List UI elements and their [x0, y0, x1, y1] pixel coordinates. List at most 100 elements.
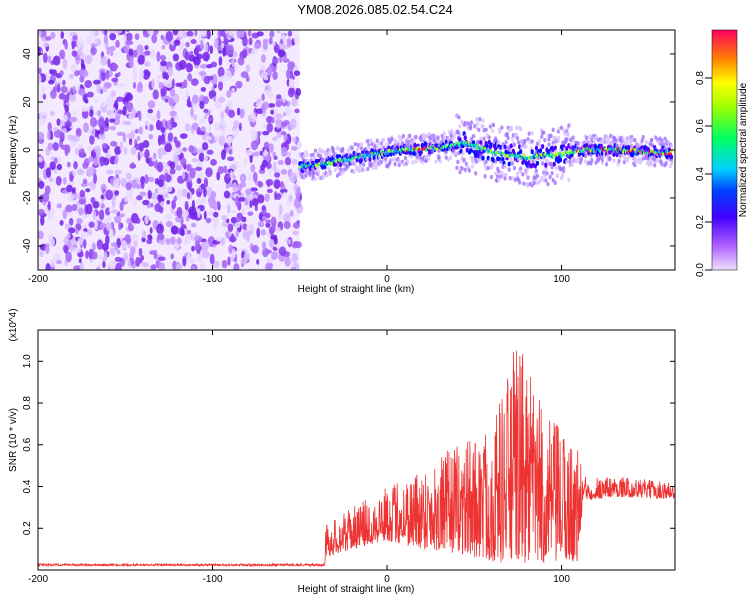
trace-halo — [435, 139, 439, 144]
noise-speckle — [163, 186, 169, 194]
trace-halo — [436, 135, 440, 140]
noise-speckle — [226, 218, 230, 224]
noise-speckle — [173, 39, 181, 46]
noise-speckle — [214, 122, 220, 131]
noise-speckle — [65, 204, 73, 213]
noise-speckle — [107, 113, 115, 119]
noise-speckle — [87, 156, 94, 163]
noise-speckle — [135, 256, 141, 267]
noise-speckle — [261, 205, 266, 211]
noise-speckle — [282, 120, 290, 126]
trace-core — [493, 146, 498, 151]
trace-halo — [666, 139, 670, 145]
noise-speckle — [109, 118, 116, 123]
noise-speckle — [196, 177, 202, 185]
noise-speckle — [81, 106, 90, 112]
trace-halo — [460, 119, 464, 125]
trace-halo — [604, 139, 609, 145]
trace-halo — [505, 131, 509, 137]
trace-halo — [458, 169, 462, 175]
noise-speckle — [250, 187, 258, 192]
noise-speckle — [50, 60, 55, 66]
noise-speckle — [160, 200, 164, 208]
noise-speckle — [136, 195, 143, 201]
noise-speckle — [83, 122, 89, 133]
noise-speckle — [208, 91, 214, 100]
noise-speckle — [295, 88, 302, 97]
noise-speckle — [211, 217, 218, 223]
noise-speckle — [86, 166, 94, 177]
noise-speckle — [162, 166, 171, 174]
noise-speckle — [56, 203, 63, 209]
noise-speckle — [60, 85, 68, 94]
noise-speckle — [147, 108, 154, 114]
trace-halo — [497, 140, 501, 145]
trace-halo — [530, 139, 534, 144]
trace-core — [458, 137, 462, 143]
noise-speckle — [113, 63, 118, 72]
noise-speckle — [220, 42, 225, 49]
noise-speckle — [221, 259, 228, 269]
noise-speckle — [284, 257, 291, 267]
noise-speckle — [111, 77, 119, 83]
noise-speckle — [160, 34, 164, 40]
noise-speckle — [158, 81, 164, 89]
noise-speckle — [84, 54, 93, 65]
trace-halo — [524, 144, 528, 149]
noise-speckle — [45, 167, 52, 178]
noise-speckle — [115, 114, 121, 120]
noise-speckle — [68, 94, 74, 99]
trace-halo — [522, 181, 526, 186]
noise-speckle — [198, 71, 207, 76]
noise-speckle — [292, 222, 300, 229]
trace-core — [612, 152, 616, 157]
noise-speckle — [266, 257, 274, 264]
noise-speckle — [53, 157, 58, 164]
noise-speckle — [118, 222, 122, 231]
trace-halo — [503, 176, 507, 181]
noise-speckle — [241, 207, 245, 217]
trace-halo — [507, 167, 511, 172]
noise-speckle — [220, 30, 226, 37]
noise-speckle — [257, 194, 265, 204]
noise-speckle — [119, 213, 125, 218]
noise-speckle — [239, 173, 247, 183]
noise-speckle — [125, 189, 134, 195]
noise-speckle — [264, 262, 273, 270]
noise-speckle — [129, 252, 135, 259]
noise-speckle — [101, 142, 108, 149]
noise-speckle — [165, 80, 174, 89]
trace-core — [503, 144, 507, 150]
noise-speckle — [259, 150, 263, 156]
noise-speckle — [223, 165, 228, 174]
noise-speckle — [100, 56, 108, 66]
trace-halo — [327, 166, 331, 172]
trace-halo — [358, 164, 363, 169]
noise-speckle — [203, 210, 207, 220]
noise-speckle — [213, 211, 219, 218]
top-y-tick-label: -40 — [22, 238, 33, 253]
noise-speckle — [72, 85, 76, 95]
noise-speckle — [94, 98, 99, 104]
noise-speckle — [114, 99, 119, 111]
trace-core — [509, 143, 513, 149]
trace-halo — [393, 161, 397, 167]
noise-speckle — [188, 206, 197, 217]
noise-speckle — [52, 142, 59, 151]
trace-halo — [414, 159, 418, 164]
trace-halo — [517, 140, 521, 145]
trace-halo — [501, 142, 505, 147]
noise-speckle — [159, 136, 167, 145]
noise-speckle — [73, 265, 82, 270]
noise-speckle — [157, 186, 165, 196]
noise-speckle — [42, 93, 47, 100]
noise-speckle — [105, 82, 112, 88]
noise-speckle — [38, 59, 41, 71]
trace-halo — [342, 169, 346, 174]
noise-speckle — [54, 129, 62, 138]
noise-speckle — [272, 41, 276, 47]
noise-speckle — [38, 131, 45, 140]
noise-speckle — [47, 142, 54, 151]
noise-speckle — [270, 109, 274, 115]
